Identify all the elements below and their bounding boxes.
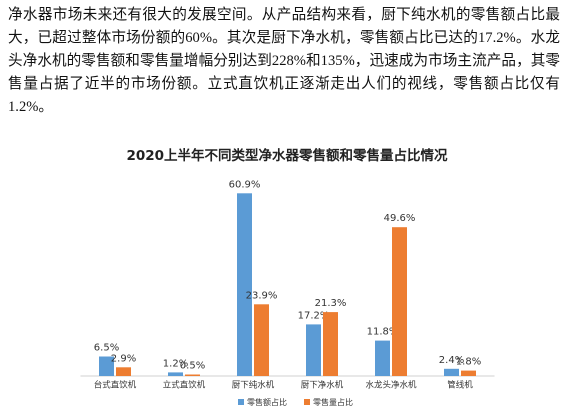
legend-label: 零售量占比 (313, 397, 353, 407)
x-tick-label: 水龙头净水机 (365, 380, 417, 391)
x-tick-label: 管线机 (447, 380, 473, 391)
value-label: 60.9% (229, 179, 261, 190)
bar (461, 370, 476, 376)
value-label: 17.2% (298, 310, 330, 321)
value-label: 21.3% (315, 298, 347, 309)
bar (444, 368, 459, 376)
bar (99, 356, 114, 376)
x-tick-label: 厨下净水机 (301, 380, 344, 391)
legend-swatch (238, 399, 244, 405)
chart-title: 2020上半年不同类型净水器零售额和零售量占比情况 (126, 147, 448, 164)
value-label: 6.5% (94, 343, 119, 354)
paragraph: 净水器市场未来还有很大的发展空间。从产品结构来看，厨下纯水机的零售额占比最大，已… (8, 7, 560, 115)
bar (375, 340, 390, 376)
value-label: 1.8% (456, 357, 481, 368)
bar (116, 367, 131, 376)
bar (392, 227, 407, 376)
value-label: 1.2% (163, 358, 188, 369)
legend-label: 零售额占比 (247, 397, 287, 407)
bar (323, 312, 338, 376)
bar (237, 193, 252, 376)
value-label: 2.9% (111, 353, 136, 364)
bar (185, 374, 200, 376)
x-tick-label: 厨下纯水机 (232, 380, 275, 391)
legend-swatch (304, 399, 310, 405)
value-label: 49.6% (384, 213, 416, 224)
x-tick-label: 立式直饮机 (163, 380, 206, 391)
value-label: 23.9% (246, 290, 278, 301)
value-label: 11.8% (367, 327, 399, 338)
bar (306, 324, 321, 376)
value-label: 0.5% (180, 361, 205, 372)
bar (168, 372, 183, 376)
bar (254, 304, 269, 376)
value-label: 2.4% (439, 355, 464, 366)
x-tick-label: 台式直饮机 (94, 380, 137, 391)
